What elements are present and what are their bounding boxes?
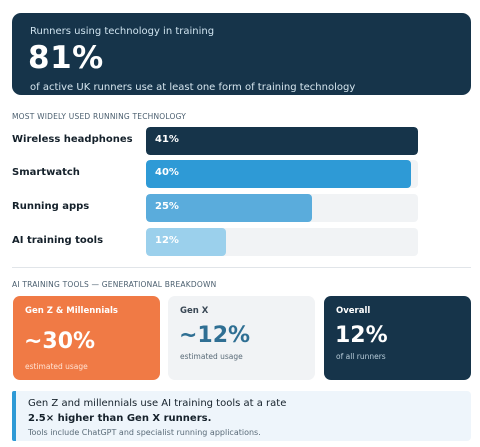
stat-card-value: ~12% xyxy=(179,323,251,348)
callout-accent-bar xyxy=(12,391,16,441)
callout-box: Gen Z and millennials use AI training to… xyxy=(12,391,471,441)
stat-card-subtitle: estimated usage xyxy=(180,352,243,361)
hero-value: 81% xyxy=(28,40,104,76)
stat-card-subtitle: of all runners xyxy=(336,352,386,361)
stat-card-title: Overall xyxy=(336,306,371,316)
bar-value-label: 41% xyxy=(155,134,179,145)
chart-row: AI training tools 12% xyxy=(12,228,418,256)
callout-line-3: Tools include ChatGPT and specialist run… xyxy=(28,428,261,437)
bar xyxy=(146,127,418,155)
bar-category-label: Running apps xyxy=(12,201,90,212)
callout-line-2: 2.5× higher than Gen X runners. xyxy=(28,413,212,424)
chart-row: Smartwatch 40% xyxy=(12,160,418,188)
bar-category-label: Smartwatch xyxy=(12,167,80,178)
chart-row: Wireless headphones 41% xyxy=(12,127,418,155)
bar-category-label: AI training tools xyxy=(12,235,104,246)
stat-card-value: 12% xyxy=(335,323,388,348)
divider xyxy=(12,267,471,268)
bar-track: 41% xyxy=(146,127,418,155)
hero-banner: Runners using technology in training 81%… xyxy=(12,13,471,95)
bar-value-label: 40% xyxy=(155,167,179,178)
bar xyxy=(146,194,312,222)
chart-row: Running apps 25% xyxy=(12,194,418,222)
breakdown-section-label: AI TRAINING TOOLS — GENERATIONAL BREAKDO… xyxy=(12,280,217,289)
bar-value-label: 12% xyxy=(155,235,179,246)
bar xyxy=(146,228,226,256)
stat-card-subtitle: estimated usage xyxy=(25,362,88,371)
stat-card: Overall 12% of all runners xyxy=(324,296,471,380)
bar xyxy=(146,160,411,188)
bar-category-label: Wireless headphones xyxy=(12,134,133,145)
callout-line-1: Gen Z and millennials use AI training to… xyxy=(28,398,287,409)
bar-value-label: 25% xyxy=(155,201,179,212)
bar-track: 40% xyxy=(146,160,418,188)
hero-description: of active UK runners use at least one fo… xyxy=(30,82,356,93)
bar-track: 25% xyxy=(146,194,418,222)
stat-card-title: Gen Z & Millennials xyxy=(25,306,118,316)
stat-card-title: Gen X xyxy=(180,306,209,316)
chart-section-label: MOST WIDELY USED RUNNING TECHNOLOGY xyxy=(12,112,187,121)
stat-card: Gen Z & Millennials ~30% estimated usage xyxy=(13,296,160,380)
stat-card-value: ~30% xyxy=(24,329,96,354)
stat-card: Gen X ~12% estimated usage xyxy=(168,296,315,380)
bar-track: 12% xyxy=(146,228,418,256)
hero-subtitle: Runners using technology in training xyxy=(30,26,215,37)
